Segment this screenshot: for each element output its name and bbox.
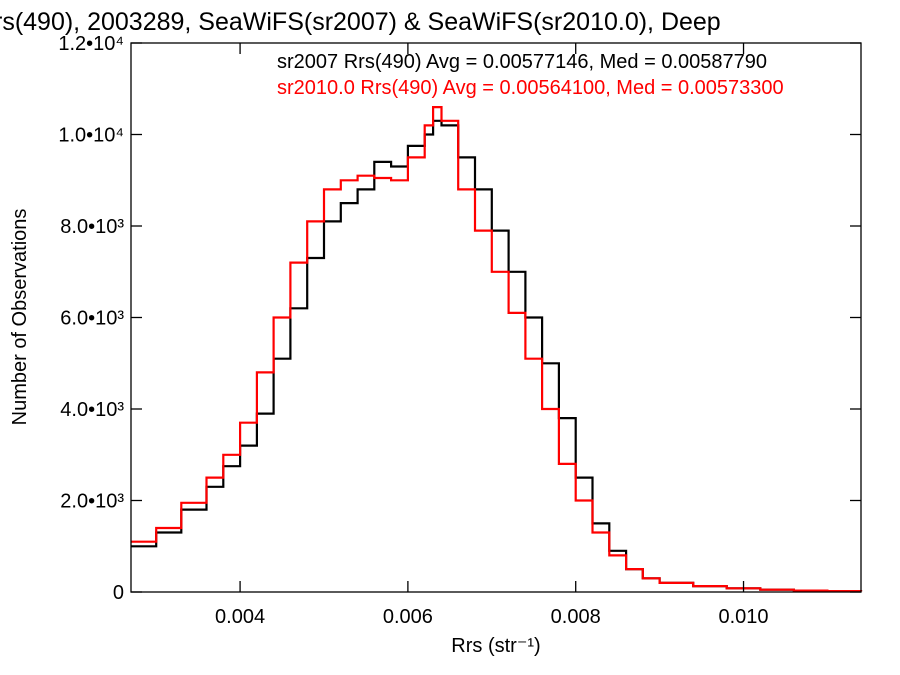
chart-title: rs(490), 2003289, SeaWiFS(sr2007) & SeaW… bbox=[0, 8, 721, 36]
y-tick-label: 2.0•10³ bbox=[60, 491, 124, 513]
x-tick-label: 0.010 bbox=[718, 606, 768, 628]
y-tick-label: 4.0•10³ bbox=[60, 399, 124, 421]
x-tick-label: 0.006 bbox=[383, 606, 433, 628]
stat-line-2: sr2010.0 Rrs(490) Avg = 0.00564100, Med … bbox=[277, 77, 784, 99]
y-tick-label: 1.2•10⁴ bbox=[58, 33, 124, 55]
x-axis-label: Rrs (str⁻¹) bbox=[451, 635, 540, 657]
y-tick-label: 1.0•10⁴ bbox=[58, 125, 124, 147]
y-tick-label: 0 bbox=[113, 582, 124, 604]
y-axis-label: Number of Observations bbox=[9, 209, 31, 426]
x-tick-label: 0.004 bbox=[215, 606, 265, 628]
y-tick-label: 8.0•10³ bbox=[60, 216, 124, 238]
x-tick-label: 0.008 bbox=[551, 606, 601, 628]
y-tick-label: 6.0•10³ bbox=[60, 308, 124, 330]
annotation-layer: sr2007 Rrs(490) Avg = 0.00577146, Med = … bbox=[277, 51, 784, 99]
series-layer bbox=[131, 106, 863, 593]
stat-line-1: sr2007 Rrs(490) Avg = 0.00577146, Med = … bbox=[277, 51, 767, 73]
tick-layer: 0.004 0.006 0.008 0.010 0 2.0•10³ 4.0•10³ 6.0•1… bbox=[58, 33, 861, 628]
series-line-2 bbox=[131, 106, 863, 593]
